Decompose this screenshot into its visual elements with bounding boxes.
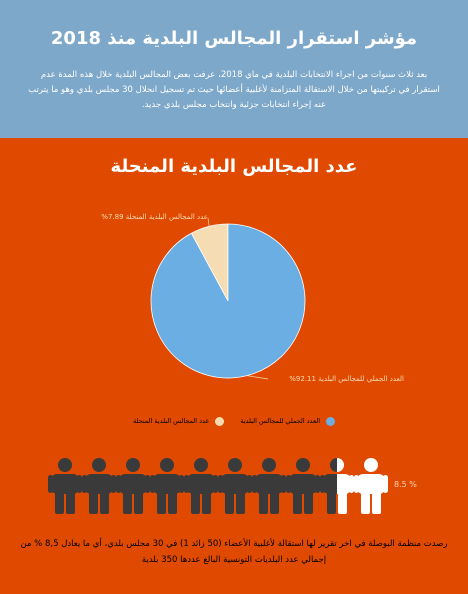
person-icon xyxy=(320,458,354,514)
person-icon xyxy=(252,458,286,514)
people-percent-label: 8.5 % xyxy=(394,480,417,489)
legend-label-dissolved: عدد المجالس البلدية المنحلة xyxy=(133,417,210,425)
legend-label-total: العدد الجملي للمجالس البلدية xyxy=(240,417,321,425)
chart-title: عدد المجالس البلدية المنحلة xyxy=(110,156,358,177)
person-icon xyxy=(116,458,150,514)
person-icon xyxy=(48,458,82,514)
footer-paragraph: رصدت منظمة البوصلة في اخر تقرير لها استق… xyxy=(20,539,448,565)
legend-swatch-total xyxy=(326,416,336,426)
legend-swatch-dissolved xyxy=(215,416,225,426)
pie-label-dissolved-leader xyxy=(207,217,210,227)
person-icon xyxy=(218,458,252,514)
people-pictogram xyxy=(48,458,388,516)
person-icon xyxy=(184,458,218,514)
legend-item-dissolved: عدد المجالس البلدية المنحلة xyxy=(133,416,225,426)
pie-label-total-leader xyxy=(246,375,269,380)
header-banner: مؤشر استقرار المجالس البلدية منذ 2018 بع… xyxy=(0,0,468,138)
person-icon xyxy=(150,458,184,514)
person-icon xyxy=(286,458,320,514)
person-icon xyxy=(82,458,116,514)
pie-label-total: العدد الجملي للمجالس البلدية 92.11% xyxy=(289,375,404,383)
person-icon xyxy=(354,458,388,514)
pie-label-dissolved: عدد المجالس البلدية المنحلة 7.89% xyxy=(101,213,208,221)
intro-paragraph: بعد ثلاث سنوات من اجراء الانتخابات البلد… xyxy=(28,70,440,110)
page-title: مؤشر استقرار المجالس البلدية منذ 2018 xyxy=(50,28,418,49)
legend-item-total: العدد الجملي للمجالس البلدية xyxy=(240,416,336,426)
chart-legend: العدد الجملي للمجالس البلدية عدد المجالس… xyxy=(0,414,468,428)
pie-slice-total xyxy=(150,223,306,379)
